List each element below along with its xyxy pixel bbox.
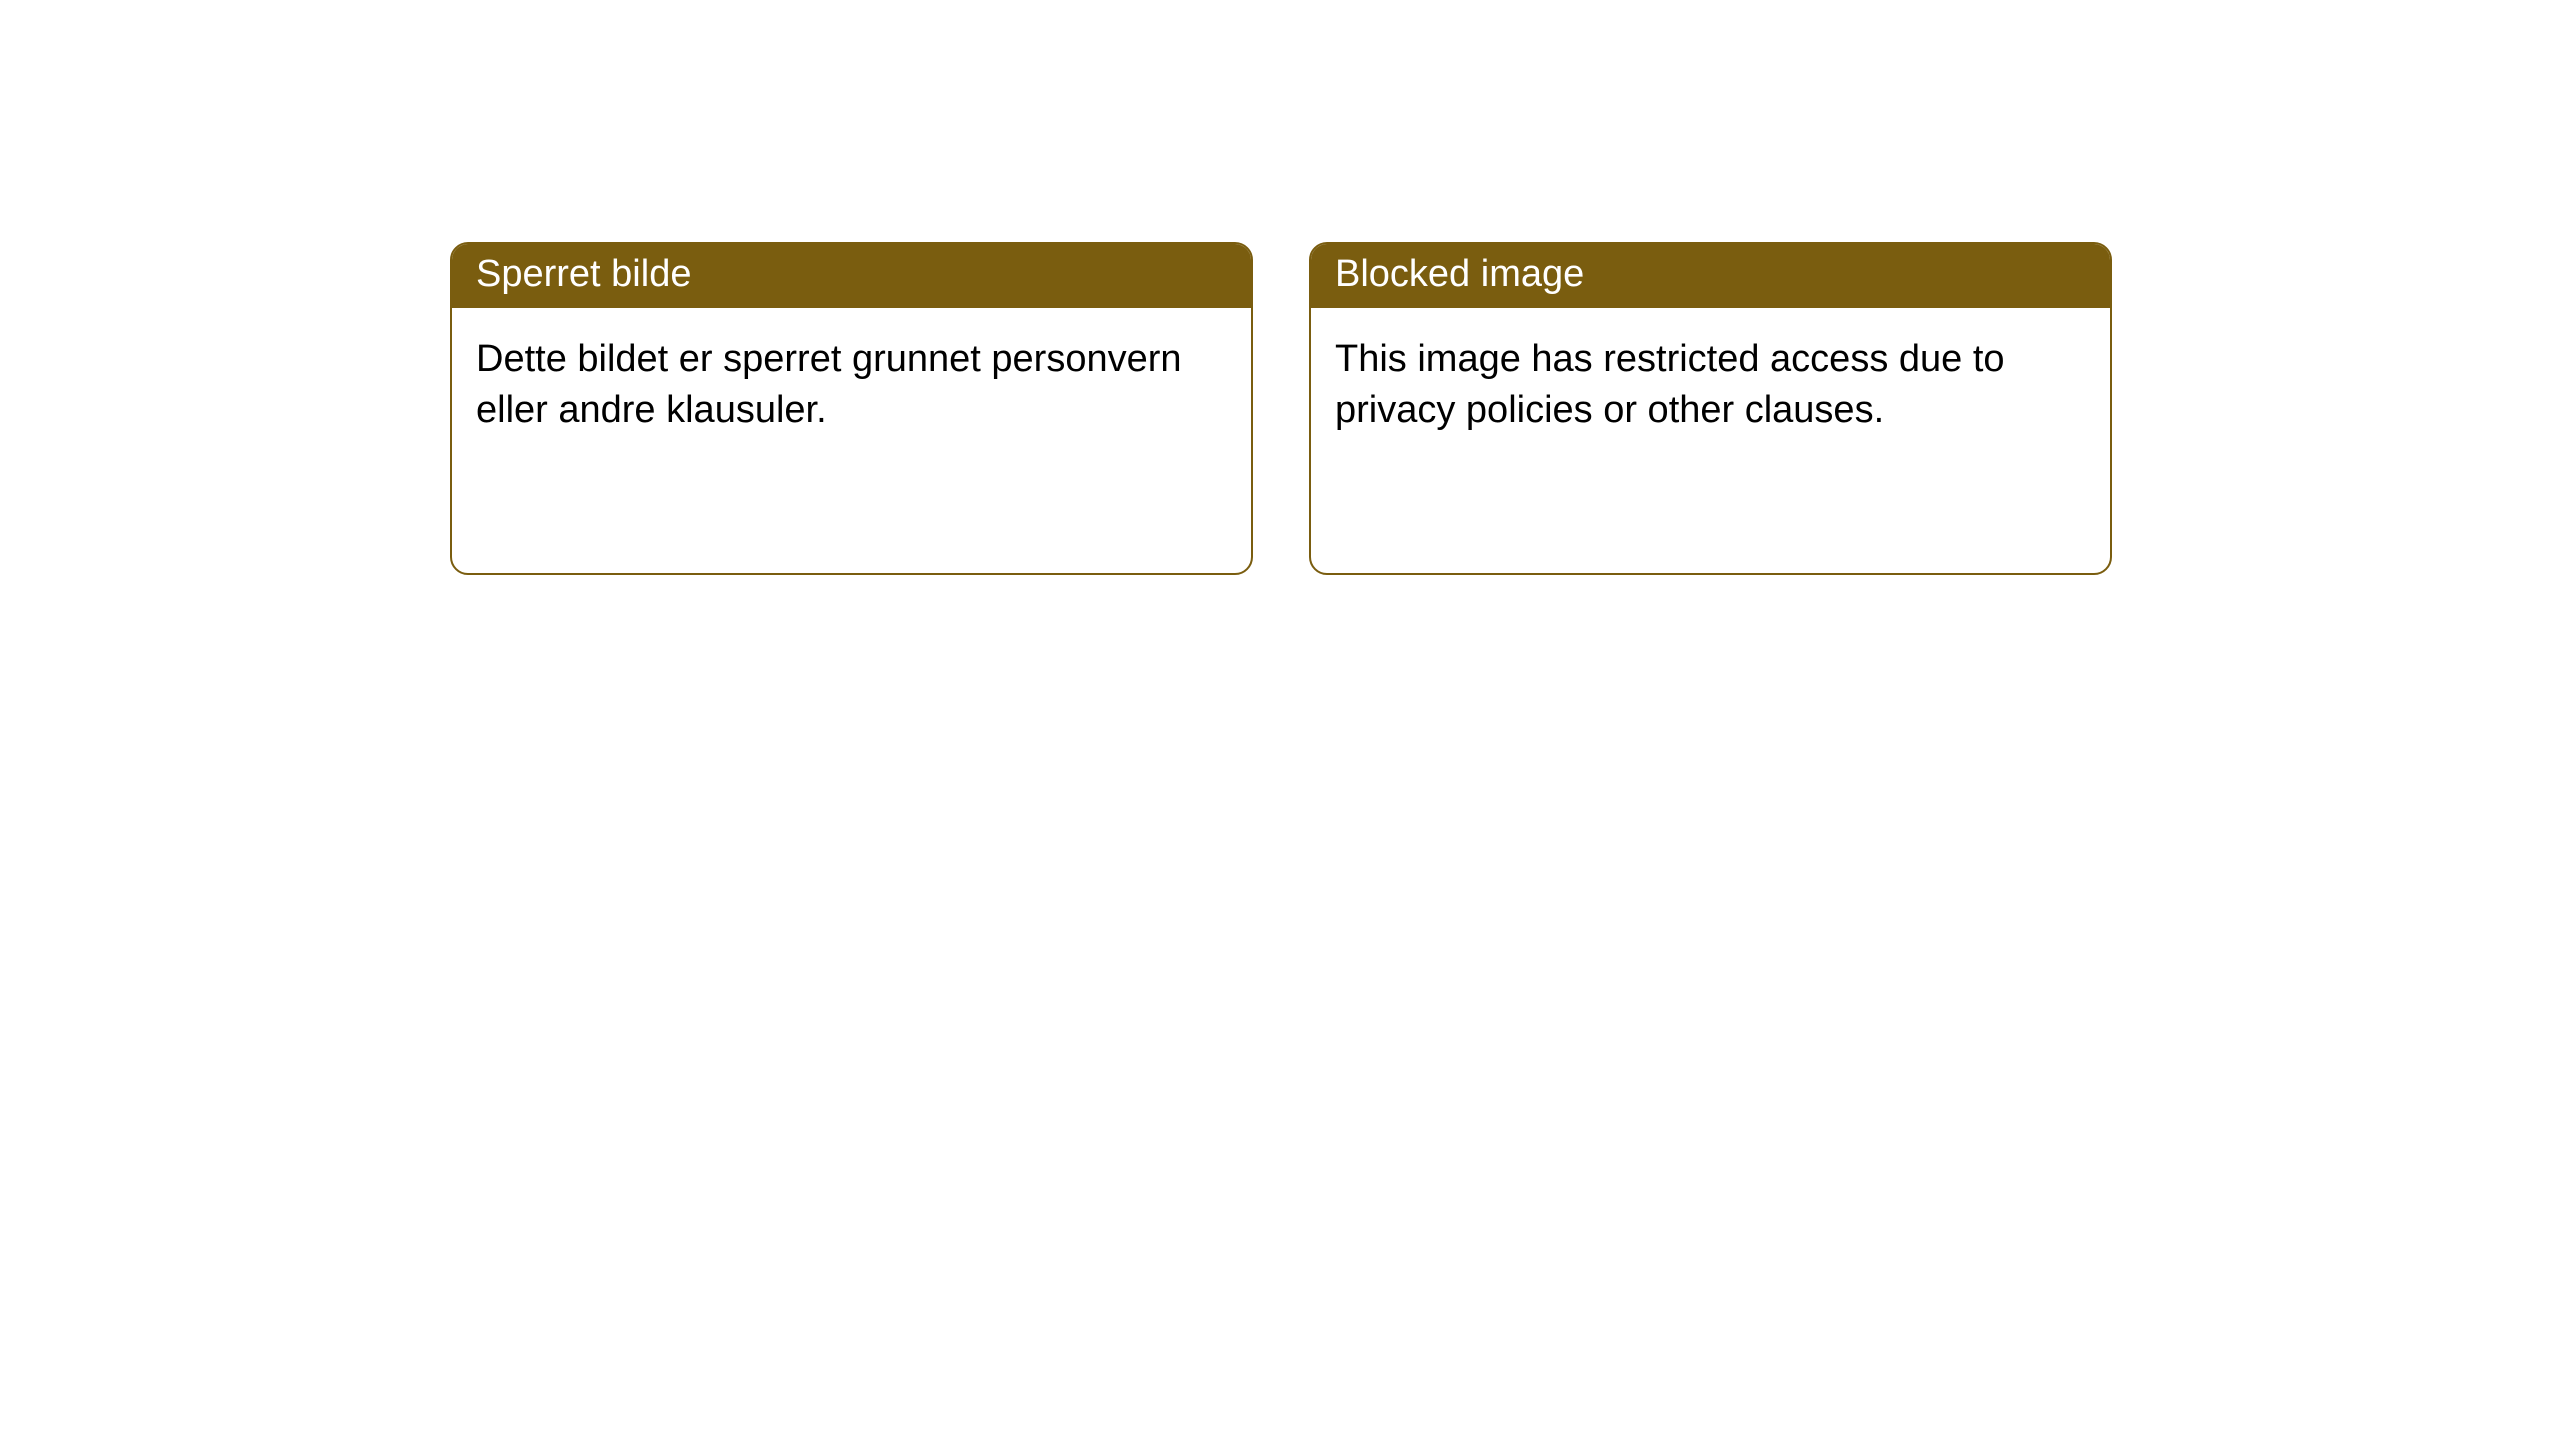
notice-card-norwegian: Sperret bilde Dette bildet er sperret gr… xyxy=(450,242,1253,575)
card-title: Sperret bilde xyxy=(476,253,691,295)
card-message: This image has restricted access due to … xyxy=(1335,338,2005,431)
notice-cards-container: Sperret bilde Dette bildet er sperret gr… xyxy=(450,242,2112,575)
card-header: Sperret bilde xyxy=(452,244,1251,308)
card-body: This image has restricted access due to … xyxy=(1311,308,2110,573)
card-message: Dette bildet er sperret grunnet personve… xyxy=(476,338,1182,431)
notice-card-english: Blocked image This image has restricted … xyxy=(1309,242,2112,575)
card-body: Dette bildet er sperret grunnet personve… xyxy=(452,308,1251,573)
card-header: Blocked image xyxy=(1311,244,2110,308)
card-title: Blocked image xyxy=(1335,253,1584,295)
